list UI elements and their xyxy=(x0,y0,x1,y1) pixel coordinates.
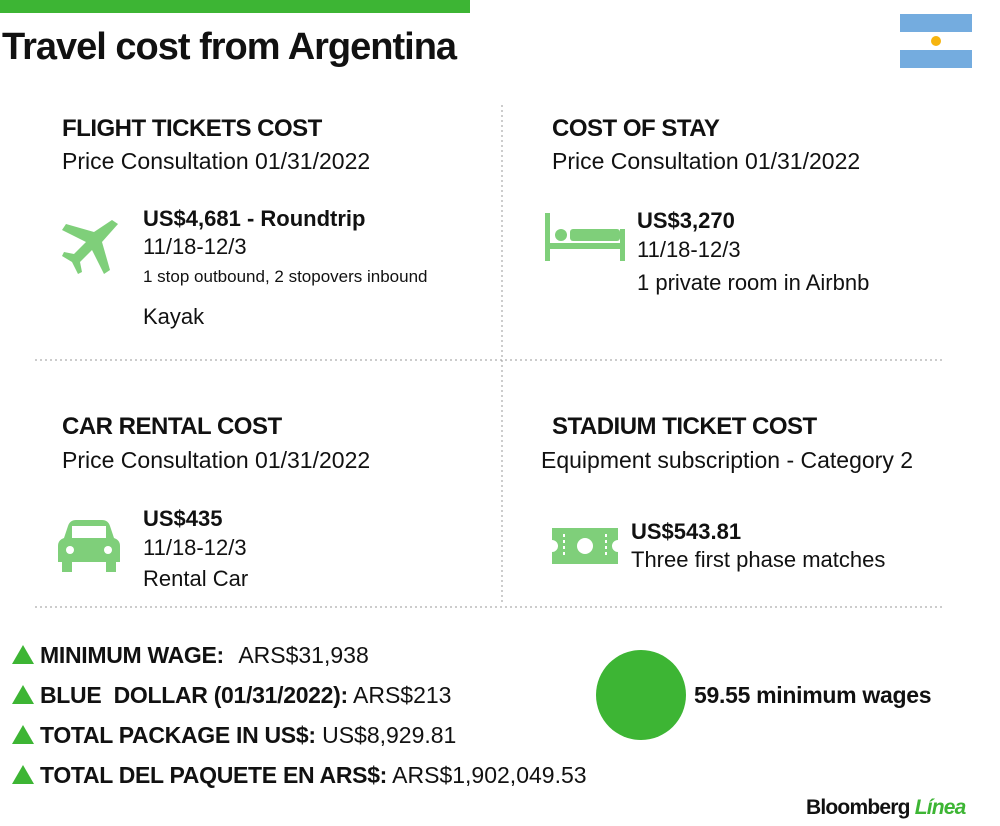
section-subtitle: Price Consultation 01/31/2022 xyxy=(62,148,371,174)
summary-item: BLUE DOLLAR (01/31/2022): ARS$213 xyxy=(12,682,451,709)
summary-label: TOTAL DEL PAQUETE EN ARS$: xyxy=(40,762,388,788)
plane-icon xyxy=(62,220,118,274)
summary-value: ARS$1,902,049.53 xyxy=(392,762,587,788)
note: 1 stop outbound, 2 stopovers inbound xyxy=(143,267,428,286)
section-title: STADIUM TICKET COST xyxy=(552,413,817,440)
bullet xyxy=(12,645,34,664)
brand-name: Bloomberg xyxy=(806,796,910,819)
bed-icon xyxy=(545,213,625,261)
summary-value: ARS$31,938 xyxy=(238,642,369,668)
flag xyxy=(900,14,972,68)
summary-item: TOTAL DEL PAQUETE EN ARS$: ARS$1,902,049… xyxy=(12,762,587,789)
dates: 11/18-12/3 xyxy=(143,535,247,560)
price: US$543.81 xyxy=(631,519,742,544)
note: Rental Car xyxy=(143,566,249,591)
section-subtitle: Price Consultation 01/31/2022 xyxy=(62,447,371,473)
note: 1 private room in Airbnb xyxy=(637,270,870,295)
section-subtitle: Equipment subscription - Category 2 xyxy=(541,447,914,473)
summary-value: ARS$213 xyxy=(353,682,452,708)
summary-label: MINIMUM WAGE: xyxy=(40,642,224,668)
section-title: COST OF STAY xyxy=(552,115,720,142)
highlight-text: 59.55 minimum wages xyxy=(694,682,932,708)
section-title: FLIGHT TICKETS COST xyxy=(62,115,322,142)
price: US$3,270 xyxy=(637,208,735,233)
note: Three first phase matches xyxy=(631,547,886,572)
car-icon xyxy=(58,520,120,572)
bullet xyxy=(12,765,34,784)
summary-item: TOTAL PACKAGE IN US$: US$8,929.81 xyxy=(12,722,456,749)
summary-value: US$8,929.81 xyxy=(322,722,457,748)
dates: 11/18-12/3 xyxy=(143,234,247,259)
summary-label: TOTAL PACKAGE IN US$: xyxy=(40,722,316,748)
price: US$4,681 - Roundtrip xyxy=(143,206,366,231)
section-subtitle: Price Consultation 01/31/2022 xyxy=(552,148,861,174)
bullet xyxy=(12,725,34,744)
highlight-circle xyxy=(596,650,686,740)
dates: 11/18-12/3 xyxy=(637,237,741,262)
summary-item: MINIMUM WAGE: ARS$31,938 xyxy=(12,642,369,669)
ticket-icon xyxy=(552,528,618,564)
brand-accent: Línea xyxy=(914,796,967,819)
brand: Bloomberg Línea xyxy=(806,796,966,820)
title: Travel cost from Argentina xyxy=(2,26,457,68)
bullet xyxy=(12,685,34,704)
summary-label: BLUE DOLLAR (01/31/2022): xyxy=(40,682,348,708)
section-title: CAR RENTAL COST xyxy=(62,413,282,440)
source: Kayak xyxy=(143,304,205,329)
price: US$435 xyxy=(143,506,223,531)
accent-bar xyxy=(0,0,470,13)
